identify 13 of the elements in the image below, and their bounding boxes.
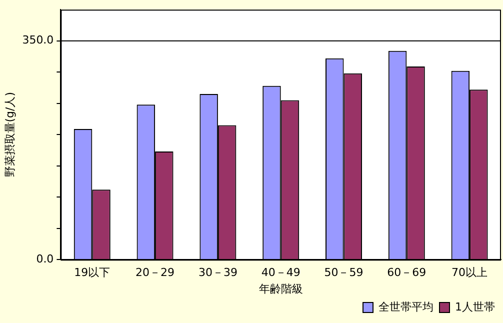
x-tick-label: 19以下 xyxy=(74,266,110,280)
x-tick-label: 30－39 xyxy=(198,266,238,280)
legend-label: 1人世帯 xyxy=(455,300,495,314)
x-tick-label: 60－69 xyxy=(387,266,426,280)
legend-label: 全世帯平均 xyxy=(378,300,434,314)
x-tick-label: 50－59 xyxy=(324,266,364,280)
y-tick-label: 0.0 xyxy=(36,252,54,266)
x-tick-label: 70以上 xyxy=(452,266,488,280)
y-axis-title: 野菜摂取量(g/人) xyxy=(3,92,16,178)
x-axis-title: 年齢階級 xyxy=(258,282,303,296)
y-tick-label: 350.0 xyxy=(22,34,54,47)
x-tick-label: 20－29 xyxy=(136,266,175,280)
x-tick-label: 40－49 xyxy=(261,266,300,280)
